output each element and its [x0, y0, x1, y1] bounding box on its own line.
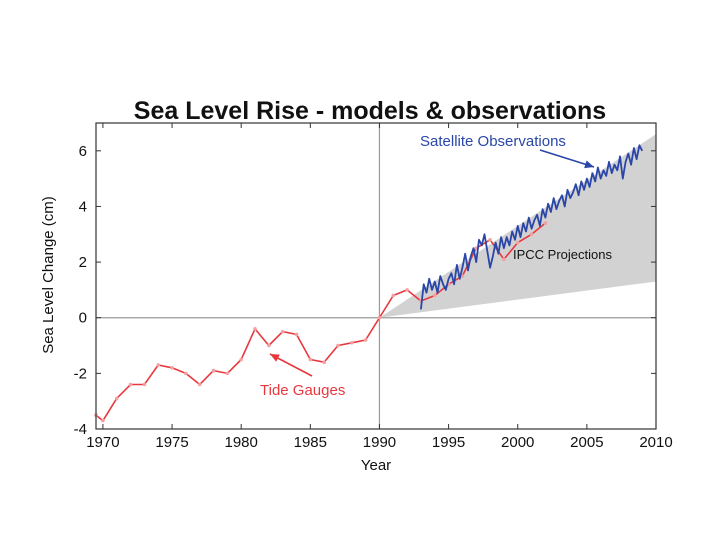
tide-gauge-point — [114, 396, 119, 401]
y-tick-label: -4 — [74, 421, 87, 438]
y-tick-label: 2 — [79, 254, 87, 271]
tide-gauge-point — [211, 368, 216, 373]
satellite-arrow — [539, 149, 595, 168]
tide-gauge-point — [322, 360, 326, 365]
y-tick-label: 6 — [79, 143, 87, 160]
x-tick-label: 2000 — [501, 434, 534, 451]
satellite-observations-annotation: Satellite Observations — [420, 133, 566, 150]
tide-gauge-point — [350, 340, 354, 345]
tide-gauge-point — [515, 240, 520, 245]
tide-gauge-point — [529, 232, 534, 237]
tide-gauge-point — [432, 293, 437, 298]
tide-gauge-point — [142, 382, 147, 387]
x-tick-label: 2005 — [570, 434, 603, 451]
tide-gauge-point — [253, 327, 257, 331]
tide-gauge-point — [128, 382, 133, 387]
x-tick-label: 2010 — [639, 434, 672, 451]
plot-area: 1970 1975 1980 1985 1990 1995 2000 2005 2010 -4 -2… — [74, 122, 673, 451]
satellite-arrow-head — [584, 160, 594, 169]
tide-gauge-point — [225, 371, 230, 376]
y-axis-label: Sea Level Change (cm) — [40, 196, 57, 354]
y-tick-label: 4 — [79, 198, 87, 215]
tide-gauges-annotation: Tide Gauges — [260, 382, 345, 399]
tide-gauge-point — [156, 363, 161, 367]
x-tick-label: 1985 — [294, 434, 327, 451]
tide-gauge-point — [101, 418, 105, 423]
tide-gauge-point — [488, 238, 492, 242]
tide-gauge-point — [294, 332, 299, 337]
tide-gauge-point — [543, 221, 548, 225]
tide-gauge-point — [267, 343, 271, 348]
axes-frame — [95, 122, 657, 430]
tide-gauge-point — [239, 357, 243, 362]
x-tick-label: 1975 — [155, 434, 188, 451]
tide-gauge-point — [280, 329, 285, 334]
tide-gauge-point — [308, 357, 313, 362]
tide-gauge-point — [405, 288, 409, 292]
x-tick-label: 1990 — [363, 434, 396, 451]
tide-gauge-point — [363, 338, 368, 342]
ipcc-projections-annotation: IPCC Projections — [513, 247, 612, 262]
tide-gauge-point — [170, 366, 174, 370]
tide-gauges-arrow-head — [270, 354, 280, 362]
x-tick-label: 1995 — [432, 434, 465, 451]
tide-gauge-point — [391, 293, 396, 298]
x-tick-label: 1980 — [224, 434, 257, 451]
x-tick-label: 1970 — [86, 434, 119, 451]
y-tick-label: 0 — [79, 310, 87, 327]
chart-title: Sea Level Rise - models & observations — [134, 97, 606, 125]
y-tick-label: -2 — [74, 365, 87, 382]
tide-gauge-point — [197, 382, 202, 387]
tide-gauge-point — [184, 371, 188, 376]
satellite-observations-line — [420, 144, 644, 310]
tide-gauge-point — [336, 343, 340, 348]
tide-gauge-point — [502, 257, 506, 262]
x-axis-label: Year — [361, 457, 391, 474]
tide-gauge-point — [377, 315, 382, 320]
